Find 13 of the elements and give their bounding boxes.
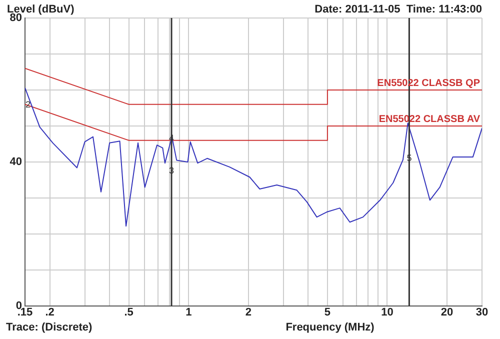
x-tick-label: 5 — [324, 306, 331, 319]
y-tick-label: 40 — [10, 156, 22, 168]
x-axis-title: Frequency (MHz) — [286, 322, 375, 334]
y-tick-label: 0 — [16, 300, 22, 312]
x-tick-label: 20 — [440, 306, 454, 319]
text: Trace: (Discrete) — [6, 322, 93, 334]
x-tick-label: .2 — [45, 306, 54, 319]
x-tick-label: 10 — [381, 306, 394, 319]
x-tick-label: .5 — [124, 306, 134, 319]
x-tick-label: 30 — [476, 306, 488, 319]
x-tick-label: 2 — [245, 306, 252, 319]
chart-subtitle: Date: 2011-11-05 Time: 11:43:00 — [314, 4, 482, 16]
x-tick-label: 1 — [186, 306, 192, 319]
